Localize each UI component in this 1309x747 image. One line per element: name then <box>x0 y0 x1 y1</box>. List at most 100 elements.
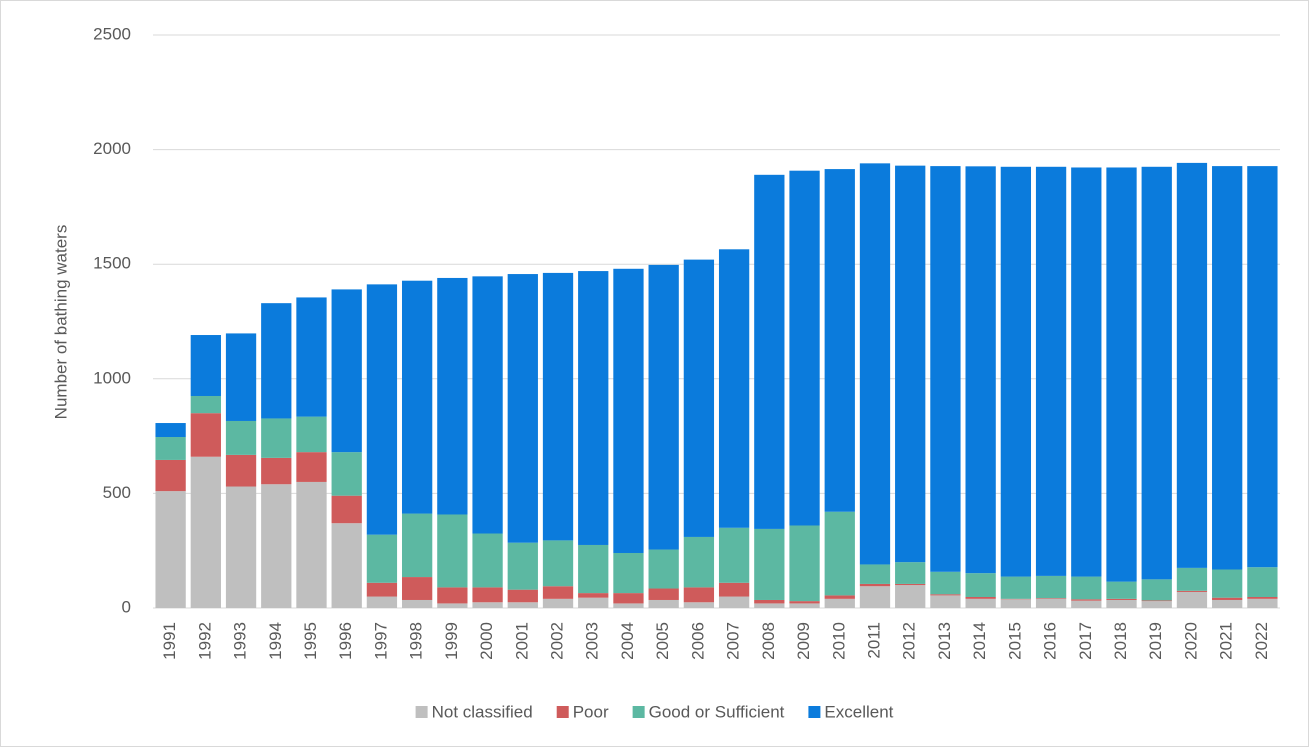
bar-segment <box>613 593 644 604</box>
y-axis-label: Number of bathing waters <box>51 225 70 420</box>
bar-segment <box>225 333 257 421</box>
bar-segment <box>1176 590 1208 592</box>
x-tick-label: 2000 <box>477 622 496 660</box>
bar-segment <box>1247 598 1278 608</box>
y-tick-label: 500 <box>103 483 131 502</box>
bar-segment <box>789 603 820 608</box>
bar-segment <box>1212 599 1243 608</box>
y-tick-label: 2000 <box>93 139 131 158</box>
bar-segment <box>401 513 433 578</box>
x-tick-label: 1991 <box>160 622 179 660</box>
legend-swatch <box>808 706 821 718</box>
bar-segment <box>472 533 503 588</box>
bar-segment <box>1247 596 1278 599</box>
bar-segment <box>965 596 996 599</box>
x-tick-label: 2018 <box>1111 622 1130 660</box>
bar-segment <box>824 595 855 599</box>
bar-segment <box>613 552 644 594</box>
bar-segment <box>190 456 221 608</box>
bar-segment <box>1141 601 1172 608</box>
x-tick-label: 2004 <box>618 622 637 660</box>
bar-segment <box>366 596 398 608</box>
bar-segment <box>578 544 609 594</box>
x-tick-label: 2021 <box>1217 622 1236 660</box>
bar-segment <box>366 582 398 597</box>
bar-segment <box>824 511 855 596</box>
bar-segment <box>930 594 961 596</box>
x-tick-label: 2015 <box>1005 622 1024 660</box>
bar-segment <box>789 525 820 602</box>
bar-segment <box>1141 579 1172 601</box>
bar-segment <box>507 274 538 543</box>
bar-segment <box>824 169 855 512</box>
bar-segment <box>895 585 926 608</box>
bar-segment <box>1000 166 1032 577</box>
bar-segment <box>331 495 362 524</box>
bar-segment <box>190 335 221 396</box>
x-tick-label: 1994 <box>266 622 285 660</box>
bar-segment <box>754 174 785 529</box>
bar-segment <box>613 268 644 553</box>
bar-segment <box>261 484 292 608</box>
bar-segment <box>1141 166 1172 580</box>
legend-swatch <box>632 706 645 718</box>
x-tick-label: 2016 <box>1041 622 1060 660</box>
bar-segment <box>437 514 468 588</box>
bar-segment <box>1106 581 1137 599</box>
x-tick-label: 2009 <box>794 622 813 660</box>
legend-label: Excellent <box>824 702 893 721</box>
bar-segment <box>613 603 644 608</box>
bar-segment <box>331 523 362 608</box>
x-tick-label: 2002 <box>548 622 567 660</box>
bar-segment <box>683 587 715 603</box>
bar-segment <box>507 542 538 590</box>
bar-segment <box>754 599 785 604</box>
x-tick-label: 1992 <box>195 622 214 660</box>
bar-segment <box>648 599 679 608</box>
bar-segment <box>225 486 257 608</box>
bar-segment <box>718 582 750 597</box>
bar-segment <box>296 416 327 453</box>
bar-segment <box>1212 597 1243 600</box>
bar-segment <box>754 603 785 608</box>
bar-segment <box>472 587 503 603</box>
bar-segment <box>1000 576 1032 599</box>
bar-segment <box>789 601 820 604</box>
legend-swatch <box>556 706 569 718</box>
bar-segment <box>1035 598 1067 599</box>
bar-segment <box>683 602 715 608</box>
x-tick-label: 2005 <box>653 622 672 660</box>
legend-swatch <box>415 706 428 718</box>
x-tick-label: 2019 <box>1146 622 1165 660</box>
bar-segment <box>507 602 538 608</box>
bar-segment <box>965 573 996 597</box>
bar-segment <box>859 586 891 608</box>
bar-segment <box>859 163 891 565</box>
x-tick-label: 1996 <box>336 622 355 660</box>
x-tick-label: 1995 <box>301 622 320 660</box>
bar-segment <box>331 289 362 453</box>
bar-segment <box>648 588 679 600</box>
bar-segment <box>1035 166 1067 576</box>
bar-segment <box>296 481 327 608</box>
bar-segment <box>472 276 503 534</box>
bar-segment <box>683 536 715 588</box>
bar-segment <box>965 598 996 608</box>
x-tick-label: 1993 <box>231 622 250 660</box>
x-tick-label: 2008 <box>759 622 778 660</box>
y-tick-label: 2500 <box>93 24 131 43</box>
bar-segment <box>507 589 538 603</box>
bar-segment <box>930 166 961 572</box>
bar-segment <box>542 598 574 608</box>
bar-segment <box>718 249 750 528</box>
bar-segment <box>754 528 785 600</box>
bar-segment <box>1071 167 1102 577</box>
bar-segment <box>683 259 715 537</box>
bar-segment <box>261 418 292 458</box>
bar-segment <box>824 598 855 608</box>
bar-segment <box>401 280 433 514</box>
bar-segment <box>366 534 398 583</box>
x-tick-label: 1997 <box>371 622 390 660</box>
x-tick-label: 2020 <box>1181 622 1200 660</box>
